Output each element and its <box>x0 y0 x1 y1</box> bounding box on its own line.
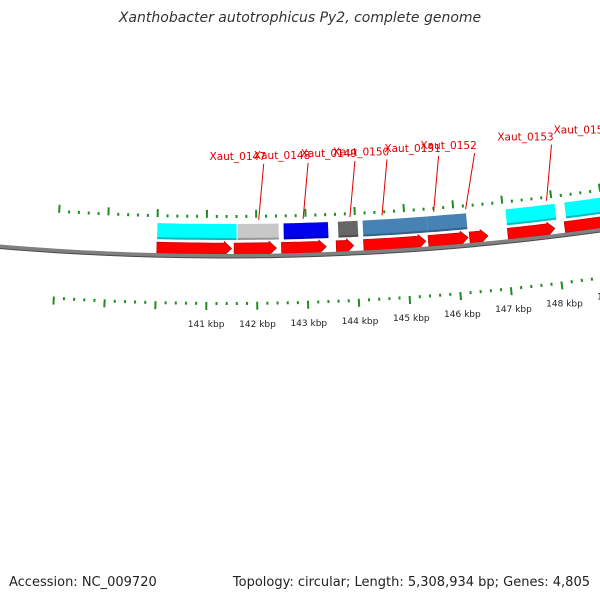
cds-track <box>156 216 600 257</box>
feature-box <box>283 222 329 240</box>
gene-leader-line <box>433 155 440 212</box>
inner-tick <box>459 291 462 301</box>
inner-tick <box>509 287 513 296</box>
gene-leader-line <box>349 161 356 218</box>
kbp-label-ring: 141 kbp 142 kbp 143 kbp 144 kbp 145 kbp 146 k… <box>188 293 600 330</box>
kbp-label: 141 kbp <box>188 320 225 330</box>
feature-box <box>362 216 428 237</box>
genome-backbone <box>0 228 600 259</box>
cds-arrow <box>335 238 355 254</box>
outer-tick-ring <box>58 183 600 218</box>
kbp-label: 149 kbp <box>597 293 600 303</box>
feature-box <box>564 197 600 219</box>
cds-arrow <box>281 239 327 255</box>
gene-label: Xaut_0147 <box>210 151 266 163</box>
feature-shade <box>363 230 428 237</box>
kbp-label: 145 kbp <box>393 314 430 324</box>
feature-shade <box>338 234 359 238</box>
feature-shade <box>427 227 468 233</box>
gene-label: Xaut_0152 <box>420 140 476 152</box>
inner-tick <box>560 281 564 290</box>
outer-tick <box>451 200 455 209</box>
backbone-edge <box>0 231 600 259</box>
kbp-label: 142 kbp <box>239 320 276 330</box>
cds-arrow <box>563 216 600 233</box>
gene-leader-line <box>465 153 476 210</box>
feature-box <box>237 223 279 240</box>
feature-box <box>426 213 468 233</box>
gene-label-layer: Xaut_0147Xaut_0148Xaut_0149Xaut_0150Xaut… <box>210 124 600 220</box>
gene-label: Xaut_0149 <box>301 148 357 160</box>
gene-label: Xaut_0148 <box>254 150 310 162</box>
gene-leader-line <box>381 159 388 216</box>
kbp-label: 143 kbp <box>290 319 327 329</box>
kbp-label: 147 kbp <box>495 305 532 315</box>
cds-arrow <box>233 240 277 256</box>
outer-tick <box>500 195 504 204</box>
feature-box <box>337 220 359 238</box>
genome-summary-text: Topology: circular; Length: 5,308,934 bp… <box>232 575 590 590</box>
kbp-label: 146 kbp <box>444 310 481 320</box>
backbone-line <box>0 228 600 258</box>
gene-leader-line <box>302 162 309 219</box>
inner-tick-ring <box>52 277 594 310</box>
feature-shade <box>506 217 557 226</box>
kbp-label: 148 kbp <box>546 299 583 309</box>
outer-tick <box>402 204 405 213</box>
cds-arrow <box>468 228 489 245</box>
feature-track <box>157 197 600 240</box>
feature-shade <box>237 237 279 240</box>
cds-arrow <box>427 230 469 247</box>
gene-label: Xaut_0150 <box>333 146 389 158</box>
inner-tick <box>408 295 412 304</box>
feature-shade <box>157 237 237 240</box>
feature-box <box>505 203 557 226</box>
outer-tick <box>58 204 61 213</box>
gene-label: Xaut_0154 <box>554 124 600 136</box>
map-title: Xanthobacter autotrophicus Py2, complete… <box>118 10 482 26</box>
gene-label: Xaut_0153 <box>497 132 553 144</box>
feature-shade <box>283 236 329 240</box>
kbp-label: 144 kbp <box>342 317 379 327</box>
accession-text: Accession: NC_009720 <box>9 575 157 590</box>
gene-leader-line <box>258 163 265 220</box>
feature-box <box>157 223 237 240</box>
gene-label: Xaut_0151 <box>384 143 440 155</box>
gene-leader-line <box>546 144 552 201</box>
inner-tick <box>52 296 55 305</box>
feature-shade <box>566 211 600 219</box>
outer-tick <box>549 190 553 199</box>
